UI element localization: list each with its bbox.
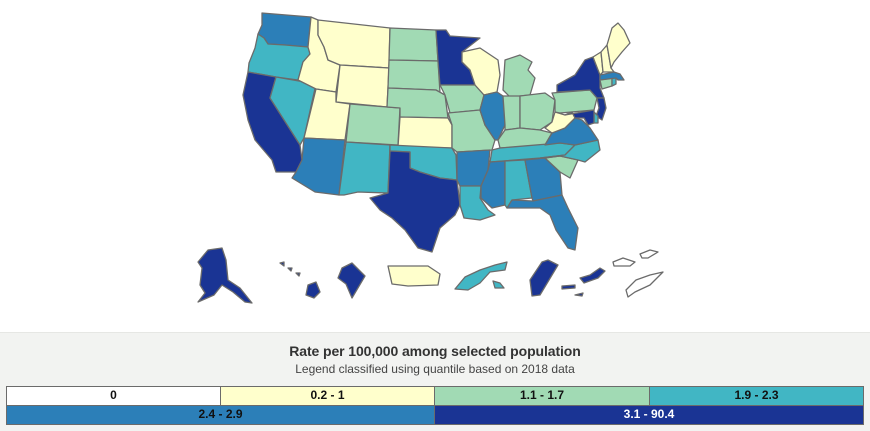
region-district-of-columbia[interactable]: District of Columbia [337,262,366,299]
region-maine[interactable]: Maine [606,22,631,69]
region-alaska[interactable]: Alaska [197,247,253,304]
region-american-samoa[interactable]: American Samoa [454,261,508,291]
legend-subtitle: Legend classified using quantile based o… [295,362,575,376]
region-wyoming[interactable]: Wyoming [335,64,390,108]
region-michigan[interactable]: Michigan [502,54,536,98]
region-hawaii[interactable]: Hawaii [279,261,321,299]
region-rhode-island[interactable]: Rhode Island [611,77,617,87]
legend-class-5[interactable]: 3.1 - 90.4 [434,405,864,425]
region-northern-mariana-islands[interactable]: Northern Mariana Islands [561,267,606,297]
region-puerto-rico[interactable]: Puerto Rico [387,265,441,287]
region-indiana[interactable]: Indiana [502,95,521,131]
region-arizona[interactable]: Arizona [291,137,346,196]
legend-class-2[interactable]: 1.1 - 1.7 [434,386,650,406]
region-florida[interactable]: Florida [506,194,579,251]
region-montana[interactable]: Montana [317,19,391,69]
region-u-s-virgin-islands[interactable]: U.S. Virgin Islands [612,249,664,298]
legend-title: Rate per 100,000 among selected populati… [289,343,581,359]
region-new-hampshire[interactable]: New Hampshire [600,44,615,73]
legend-grid: 0 0.2 - 1 1.1 - 1.7 1.9 - 2.3 2.4 - 2.9 … [6,386,864,425]
region-new-mexico[interactable]: New Mexico [338,141,391,196]
region-north-carolina[interactable]: North Carolina [539,139,601,163]
region-colorado[interactable]: Colorado [345,103,401,146]
region-maryland[interactable]: Maryland [564,109,595,126]
choropleth-map: Washington Oregon California Nevada Idah… [197,12,664,304]
legend-class-1[interactable]: 0.2 - 1 [220,386,435,406]
legend-class-4[interactable]: 2.4 - 2.9 [6,405,435,425]
region-pennsylvania[interactable]: Pennsylvania [551,89,598,114]
region-texas[interactable]: Texas [369,150,461,253]
region-kansas[interactable]: Kansas [397,116,453,149]
legend-panel: Rate per 100,000 among selected populati… [0,332,870,431]
region-guam[interactable]: Guam [529,259,559,297]
map-svg: Washington Oregon California Nevada Idah… [197,12,664,304]
region-new-jersey[interactable]: New Jersey [595,97,607,121]
region-new-york[interactable]: New York [556,56,605,99]
legend-class-0[interactable]: 0 [6,386,221,406]
region-massachusetts[interactable]: Massachusetts [599,71,625,81]
region-north-dakota[interactable]: North Dakota [388,27,439,62]
legend-class-3[interactable]: 1.9 - 2.3 [649,386,864,406]
